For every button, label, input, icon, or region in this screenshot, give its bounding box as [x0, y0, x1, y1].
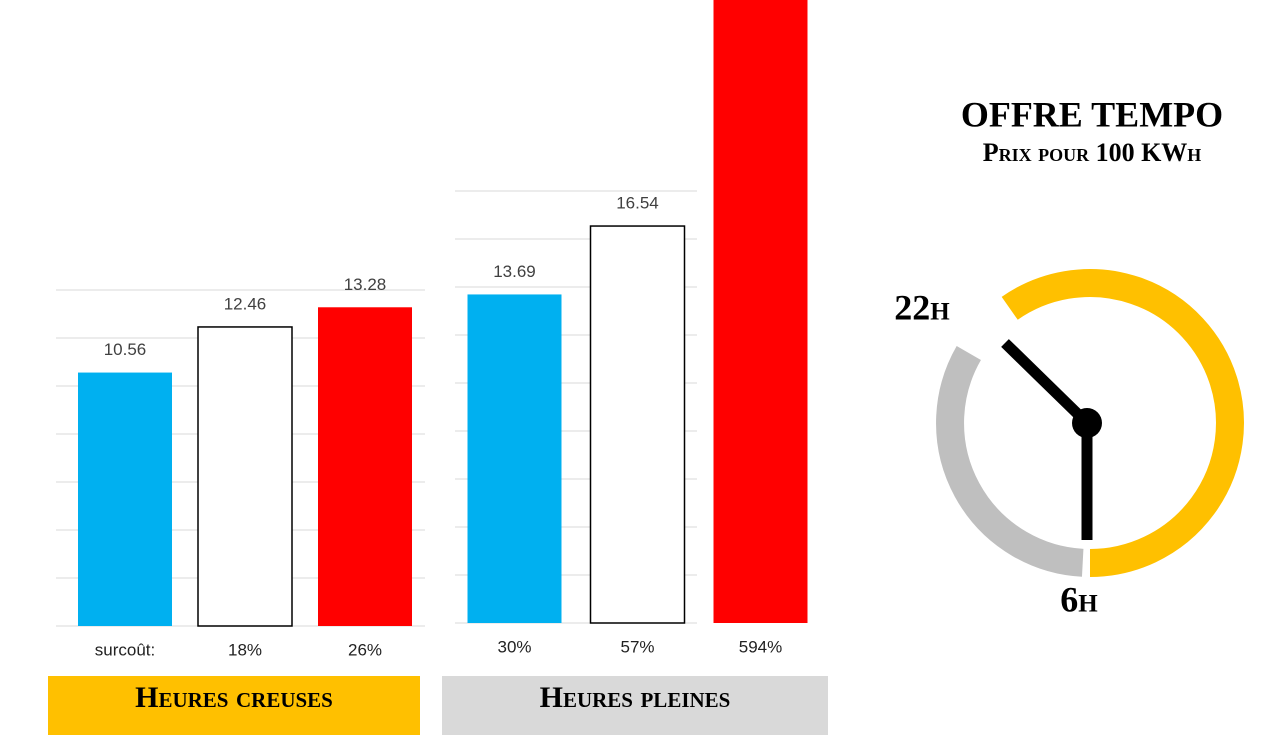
value-label: 10.56	[104, 340, 147, 359]
surcharge-label: 18%	[228, 640, 262, 659]
surcharge-label: surcoût:	[95, 640, 155, 659]
surcharge-label: 57%	[620, 637, 654, 656]
clock-center	[1072, 408, 1102, 438]
surcharge-label: 26%	[348, 640, 382, 659]
bar	[197, 326, 293, 627]
clock-label: 22h	[894, 287, 950, 327]
subtitle: Prix pour 100 KWh	[983, 138, 1202, 167]
bar-chart: Heures pleines 13.69 30% 16.54 57% 594%	[442, 0, 828, 735]
value-label: 16.54	[616, 194, 659, 213]
banner	[48, 676, 420, 735]
surcharge-label: 594%	[739, 637, 782, 656]
surcharge-label: 30%	[497, 637, 531, 656]
bar	[78, 372, 172, 626]
value-label: 13.69	[493, 262, 536, 281]
peak-arc	[1001, 269, 1244, 577]
offpeak-arc	[936, 346, 1084, 577]
bar	[318, 307, 412, 626]
clock-label: 6h	[1060, 579, 1098, 619]
bar	[589, 225, 686, 624]
bar	[467, 294, 562, 623]
bar-chart: Heures creuses 10.56 surcoût: 12.46 18% 13.28…	[48, 275, 425, 735]
bar	[713, 0, 808, 623]
hour-hand	[1001, 339, 1091, 427]
banner	[442, 676, 828, 735]
value-label: 12.46	[224, 294, 267, 313]
value-label: 13.28	[344, 275, 387, 294]
banner-label: Heures pleines	[540, 681, 731, 714]
banner-label: Heures creuses	[135, 681, 333, 714]
title: OFFRE TEMPO	[961, 94, 1223, 134]
